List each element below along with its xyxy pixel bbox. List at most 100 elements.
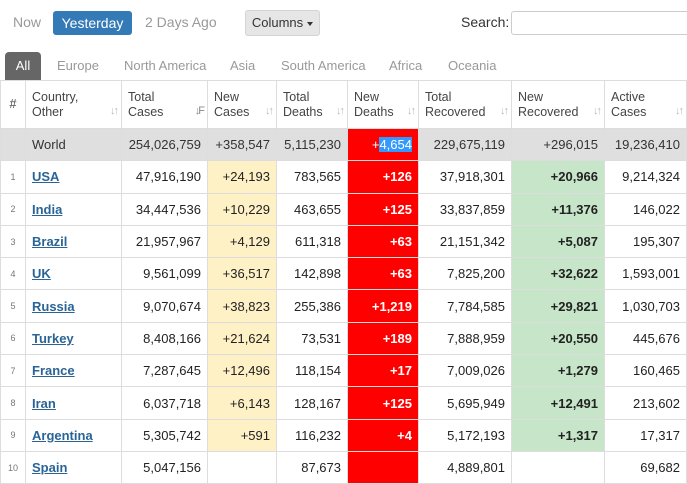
row-number: 6 [0,321,26,356]
active-cases-cell: 445,676 [604,321,687,356]
tab-europe[interactable]: Europe [57,58,99,73]
country-link[interactable]: Spain [32,460,68,476]
total-deaths-cell: 255,386 [276,289,348,323]
sort-icon: ↓↑ [500,105,509,117]
country-link[interactable]: Iran [32,395,56,411]
columns-label: Columns [251,15,304,30]
header-line-2: Recovered [425,104,486,119]
sort-desc-icon: ↓F [194,105,205,117]
active-cases-cell: 213,602 [604,386,687,420]
country-link[interactable]: India [32,201,63,217]
sort-icon: ↓↑ [265,105,274,117]
table-row: 3 Brazil 21,957,967 +4,129 611,318 +63 21,151,… [0,224,687,259]
new-deaths-prefix: + [371,137,380,153]
active-cases-cell: 146,022 [604,192,687,226]
country-link[interactable]: Argentina [32,427,93,443]
new-cases-cell: +24,193 [207,160,277,194]
columns-button[interactable]: Columns [245,10,320,36]
col-new-deaths-header[interactable]: New Deaths ↓↑ [347,80,419,129]
col-total-cases-header[interactable]: Total Cases ↓F [121,80,208,129]
row-number: 2 [0,192,26,226]
col-total-recovered-header[interactable]: Total Recovered ↓↑ [418,80,512,129]
sort-icon: ↓↑ [110,105,119,117]
search-label: Search: [461,14,510,30]
now-tab[interactable]: Now [13,14,42,30]
tab-africa[interactable]: Africa [389,58,423,73]
country-link[interactable]: Brazil [32,234,68,250]
table-row: 6 Turkey 8,408,166 +21,624 73,531 +189 7,888,9… [0,321,687,356]
col-num-header[interactable]: # [0,80,26,129]
header-line-1: New [518,89,544,104]
country-name: Spain [25,450,122,484]
total-cases-cell: 5,047,156 [121,450,208,484]
total-recovered-cell: 21,151,342 [418,224,512,259]
total-cases-cell: 21,957,967 [121,224,208,259]
header-line-2: Cases [128,104,164,119]
sort-icon: ↓↑ [407,105,416,117]
new-recovered-cell: +1,279 [511,354,605,388]
new-deaths-cell: +4 [347,418,419,452]
header-line-2: Other [32,104,64,119]
row-number: 9 [0,418,26,452]
country-link[interactable]: Russia [32,298,75,314]
total-deaths-cell: 463,655 [276,192,348,226]
active-cases-cell: 9,214,324 [604,160,687,194]
total-cases-cell: 7,287,645 [121,354,208,388]
total-cases-cell: 6,037,718 [121,386,208,420]
total-recovered-cell: 37,918,301 [418,160,512,194]
country-link[interactable]: Turkey [32,330,74,346]
total-deaths-cell: 5,115,230 [276,127,348,162]
row-number: 1 [0,160,26,194]
new-cases-cell: +358,547 [207,127,277,162]
row-number: 7 [0,354,26,388]
col-country-header[interactable]: Country, Other ↓↑ [25,80,122,129]
country-link[interactable]: France [32,363,75,379]
tab-oceania[interactable]: Oceania [448,58,497,73]
new-deaths-cell: +4,654 [347,127,419,162]
total-cases-cell: 254,026,759 [121,127,208,162]
col-total-deaths-header[interactable]: Total Deaths ↓↑ [276,80,348,129]
new-recovered-cell: +29,821 [511,289,605,323]
active-cases-cell: 17,317 [604,418,687,452]
tab-asia[interactable]: Asia [230,58,256,73]
tab-south-america[interactable]: South America [281,58,366,73]
sort-icon: ↓↑ [675,105,684,117]
active-cases-cell: 1,593,001 [604,257,687,291]
active-cases-cell: 195,307 [604,224,687,259]
header-line-1: New [214,89,240,104]
new-deaths-cell [347,450,419,484]
new-deaths-cell: +126 [347,160,419,194]
col-active-cases-header[interactable]: Active Cases ↓↑ [604,80,687,129]
total-recovered-cell: 7,888,959 [418,321,512,356]
country-name: Brazil [25,224,122,259]
new-cases-cell: +4,129 [207,224,277,259]
total-deaths-cell: 73,531 [276,321,348,356]
country-link[interactable]: UK [32,266,51,282]
total-deaths-cell: 118,154 [276,354,348,388]
new-cases-cell: +36,517 [207,257,277,291]
table-row: 4 UK 9,561,099 +36,517 142,898 +63 7,825,200 +3… [0,257,687,291]
table-row: 9 Argentina 5,305,742 +591 116,232 +4 5,172,19… [0,418,687,452]
table-row: 10 Spain 5,047,156 87,673 4,889,801 69,682 [0,450,687,484]
header-line-1: Total [128,89,155,104]
tab-north-america[interactable]: North America [124,58,207,73]
header-line-1: Country, [32,89,79,104]
col-new-recovered-header[interactable]: New Recovered ↓↑ [511,80,605,129]
header-line-2: Deaths [283,104,323,119]
country-name: Russia [25,289,122,323]
two-days-ago-tab[interactable]: 2 Days Ago [145,14,217,30]
country-name: Argentina [25,418,122,452]
total-cases-cell: 34,447,536 [121,192,208,226]
yesterday-tab[interactable]: Yesterday [53,11,132,35]
header-line-2: Deaths [354,104,394,119]
new-deaths-cell: +17 [347,354,419,388]
search-input[interactable] [511,11,687,35]
new-recovered-cell: +12,491 [511,386,605,420]
new-deaths-cell: +63 [347,224,419,259]
col-new-cases-header[interactable]: New Cases ↓↑ [207,80,277,129]
total-deaths-cell: 783,565 [276,160,348,194]
row-number: 8 [0,386,26,420]
header-row: # Country, Other ↓↑ Total Cases ↓F New Cases ↓… [0,80,687,129]
country-link[interactable]: USA [32,169,60,185]
tab-all[interactable]: All [5,52,41,80]
